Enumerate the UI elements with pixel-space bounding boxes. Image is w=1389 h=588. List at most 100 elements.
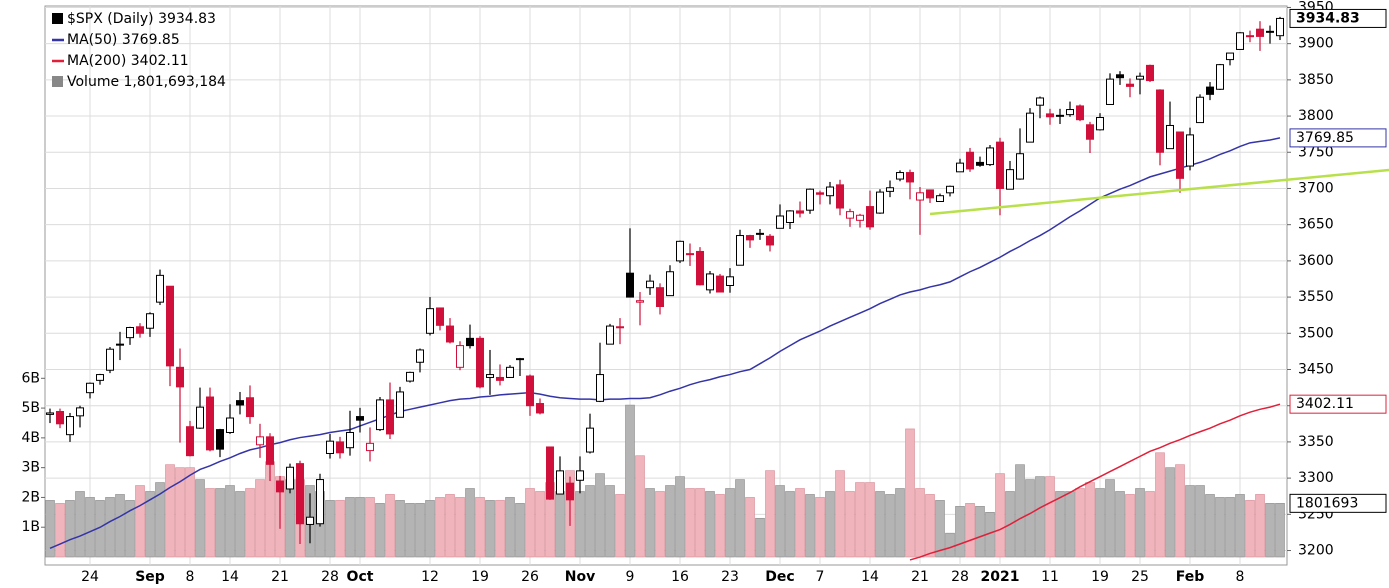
candle-body	[696, 250, 704, 286]
volume-bar	[445, 494, 455, 558]
candle-body	[1206, 86, 1214, 95]
candle-body	[96, 374, 104, 381]
value-box	[1289, 128, 1387, 148]
x-tick-label: 9	[626, 569, 635, 585]
volume-bar	[185, 467, 195, 558]
volume-bar	[515, 503, 525, 558]
volume-bar	[415, 503, 425, 558]
volume-bar	[135, 485, 145, 558]
x-tick-label: 16	[671, 569, 689, 585]
volume-bar	[1025, 479, 1035, 558]
candle-body	[756, 232, 764, 235]
legend-icon	[52, 13, 63, 24]
candle-body	[126, 326, 134, 339]
volume-bar	[815, 497, 825, 558]
candle-body	[266, 436, 274, 465]
volume-bar	[835, 470, 845, 558]
candle-body	[1176, 131, 1184, 179]
volume-bar	[215, 488, 225, 558]
y-tick-label: 3450	[1298, 361, 1334, 377]
volume-bar	[555, 491, 565, 558]
volume-bar	[385, 494, 395, 558]
value-box-label: 3769.85	[1296, 130, 1354, 146]
legend-icon	[52, 76, 63, 87]
candle-body	[746, 235, 754, 241]
volume-bar	[575, 491, 585, 558]
legend: $SPX (Daily) 3934.83 MA(50) 3769.85 MA(200…	[52, 11, 226, 90]
candle-body	[786, 210, 794, 224]
candle-body	[1216, 64, 1224, 90]
candle-body	[896, 172, 904, 180]
candle-body	[1046, 113, 1054, 118]
candle-body	[106, 348, 114, 371]
volume-tick-label: 1B	[21, 519, 40, 535]
candle-body	[1116, 74, 1124, 79]
x-tick-label: 2021	[981, 569, 1020, 585]
y-tick-label: 3550	[1298, 289, 1334, 305]
candle-body	[1246, 35, 1254, 38]
volume-bar	[655, 491, 665, 558]
candle-body	[426, 308, 434, 334]
volume-bar	[885, 494, 895, 558]
candle-body	[926, 189, 934, 199]
y-tick-label: 3900	[1298, 36, 1334, 52]
candle-body	[526, 375, 534, 407]
y-tick-label: 3200	[1298, 543, 1334, 559]
candle-body	[136, 326, 144, 334]
candle-body	[826, 186, 834, 197]
x-tick-label: 14	[221, 569, 239, 585]
candle-body	[436, 307, 444, 326]
candle-body	[996, 141, 1004, 189]
volume-bar	[915, 488, 925, 558]
candle-body	[776, 215, 784, 229]
candle-body	[76, 407, 84, 417]
value-box	[1289, 8, 1387, 28]
candle-body	[1136, 75, 1144, 80]
volume-bar	[615, 494, 625, 558]
x-tick-label: 28	[951, 569, 969, 585]
volume-bar	[355, 497, 365, 558]
y-tick-label: 3600	[1298, 253, 1334, 269]
legend-label: $SPX (Daily) 3934.83	[67, 11, 216, 27]
candle-body	[176, 366, 184, 388]
volume-bar	[465, 488, 475, 558]
volume-bar	[695, 488, 705, 558]
y-tick-label: 3500	[1298, 325, 1334, 341]
volume-bar	[1145, 491, 1155, 558]
volume-bar	[1055, 491, 1065, 558]
volume-bar	[1215, 497, 1225, 558]
volume-bar	[855, 482, 865, 558]
value-box-label: 3934.83	[1296, 10, 1360, 26]
volume-bar	[1255, 494, 1265, 558]
candle-body	[326, 440, 334, 454]
candle-body	[666, 271, 674, 297]
x-tick-label: 8	[186, 569, 195, 585]
volume-bar	[205, 488, 215, 558]
candle-body	[966, 151, 974, 170]
candle-body	[616, 326, 624, 329]
candle-body	[866, 206, 874, 228]
candle-body	[546, 446, 554, 500]
candle-body	[716, 275, 724, 293]
candle-body	[216, 429, 224, 450]
volume-bar	[925, 494, 935, 558]
volume-bar	[935, 500, 945, 558]
candle-body	[406, 371, 414, 382]
candle-body	[586, 427, 594, 453]
x-tick-label: 26	[521, 569, 539, 585]
volume-bar	[1085, 482, 1095, 558]
y-tick-label: 3350	[1298, 434, 1334, 450]
volume-bar	[1155, 452, 1165, 558]
volume-bar	[995, 473, 1005, 558]
volume-bar	[965, 503, 975, 558]
volume-tick-label: 2B	[21, 489, 40, 505]
volume-bar	[325, 500, 335, 558]
volume-bar	[875, 491, 885, 558]
x-tick-label: 24	[81, 569, 99, 585]
candle-body	[356, 416, 364, 421]
volume-bar	[765, 470, 775, 558]
volume-bar	[195, 479, 205, 558]
volume-bar	[905, 428, 915, 558]
candle-body	[1126, 83, 1134, 87]
volume-bar	[495, 500, 505, 558]
